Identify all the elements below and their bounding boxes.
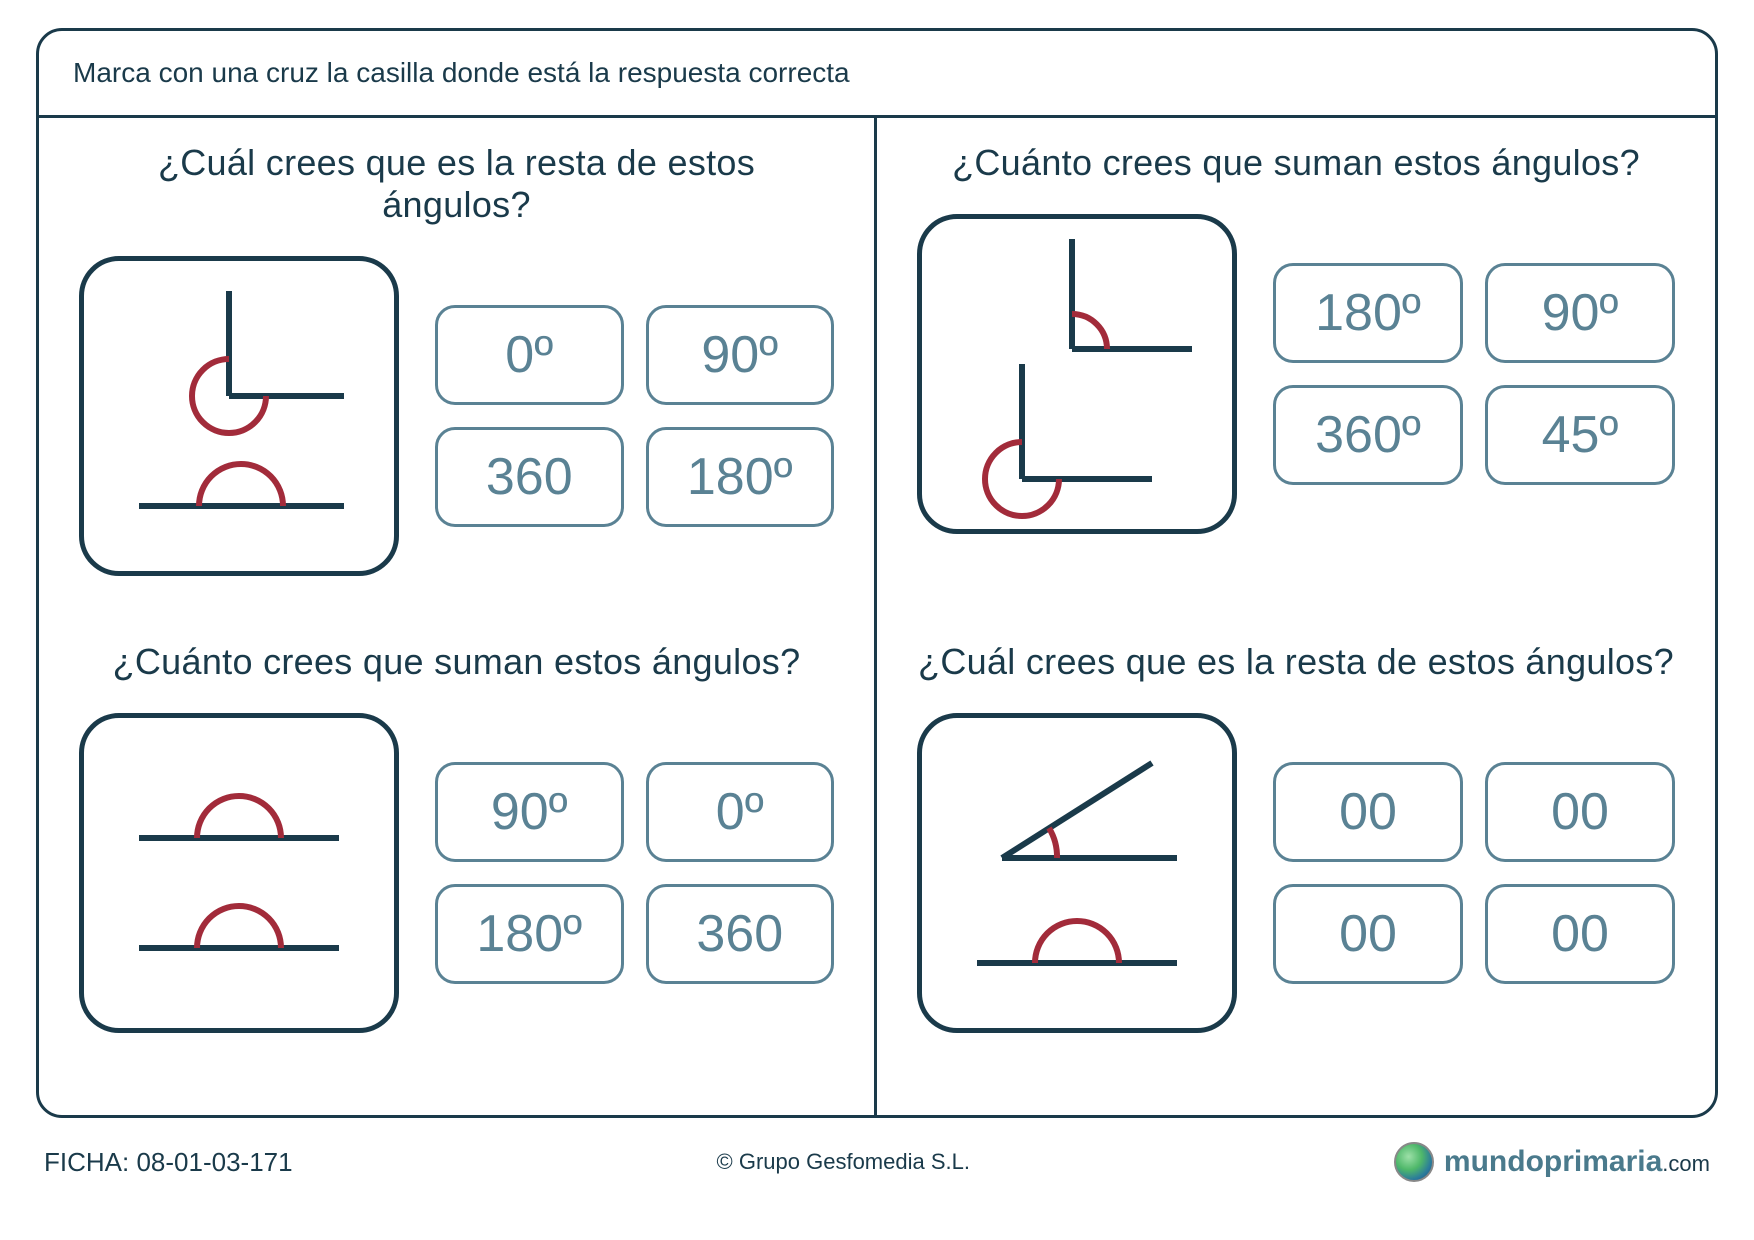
answer-option[interactable]: 180º — [435, 884, 624, 984]
ficha-number: 08-01-03-171 — [136, 1147, 292, 1177]
instruction-text: Marca con una cruz la casilla donde está… — [39, 31, 1715, 118]
answer-option[interactable]: 00 — [1273, 762, 1463, 862]
answers-grid: 0º 90º 360 180º — [435, 305, 834, 527]
answer-option[interactable]: 90º — [1485, 263, 1675, 363]
answer-option[interactable]: 360º — [1273, 385, 1463, 485]
question-cell-2: ¿Cuánto crees que suman estos ángulos? — [877, 118, 1715, 617]
question-prompt: ¿Cuánto crees que suman estos ángulos? — [79, 641, 834, 683]
question-cell-4: ¿Cuál crees que es la resta de estos áng… — [877, 617, 1715, 1116]
answer-option[interactable]: 0º — [646, 762, 835, 862]
questions-grid: ¿Cuál crees que es la resta de estos áng… — [39, 118, 1715, 1116]
answers-grid: 180º 90º 360º 45º — [1273, 263, 1675, 485]
ficha-code: FICHA: 08-01-03-171 — [44, 1147, 293, 1178]
angle-diagram — [79, 256, 399, 576]
brand-name: mundoprimaria — [1444, 1145, 1662, 1178]
question-prompt: ¿Cuál crees que es la resta de estos áng… — [917, 641, 1675, 683]
angle-diagram — [79, 713, 399, 1033]
worksheet-sheet: Marca con una cruz la casilla donde está… — [36, 28, 1718, 1118]
answer-option[interactable]: 45º — [1485, 385, 1675, 485]
globe-icon — [1394, 1142, 1434, 1182]
answer-option[interactable]: 00 — [1485, 884, 1675, 984]
answer-option[interactable]: 180º — [1273, 263, 1463, 363]
answer-option[interactable]: 360 — [435, 427, 624, 527]
question-prompt: ¿Cuánto crees que suman estos ángulos? — [917, 142, 1675, 184]
answer-option[interactable]: 00 — [1485, 762, 1675, 862]
footer: FICHA: 08-01-03-171 © Grupo Gesfomedia S… — [36, 1118, 1718, 1182]
copyright-text: © Grupo Gesfomedia S.L. — [717, 1149, 970, 1175]
answer-option[interactable]: 90º — [435, 762, 624, 862]
answer-option[interactable]: 90º — [646, 305, 835, 405]
question-cell-3: ¿Cuánto crees que suman estos ángulos? 9… — [39, 617, 877, 1116]
ficha-label: FICHA: — [44, 1147, 129, 1177]
brand-logo: mundoprimaria.com — [1394, 1142, 1710, 1182]
question-cell-1: ¿Cuál crees que es la resta de estos áng… — [39, 118, 877, 617]
answer-option[interactable]: 00 — [1273, 884, 1463, 984]
answer-option[interactable]: 360 — [646, 884, 835, 984]
angle-diagram — [917, 214, 1237, 534]
answers-grid: 00 00 00 00 — [1273, 762, 1675, 984]
brand-tld: .com — [1662, 1151, 1710, 1176]
answers-grid: 90º 0º 180º 360 — [435, 762, 834, 984]
answer-option[interactable]: 0º — [435, 305, 624, 405]
angle-diagram — [917, 713, 1237, 1033]
question-prompt: ¿Cuál crees que es la resta de estos áng… — [79, 142, 834, 226]
answer-option[interactable]: 180º — [646, 427, 835, 527]
